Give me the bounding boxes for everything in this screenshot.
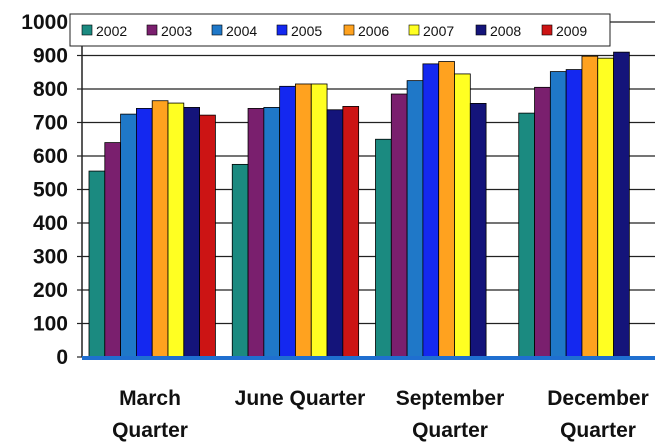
bar-2009-0: [199, 114, 216, 358]
bar-2005-0: [135, 108, 153, 358]
legend-box: [69, 13, 611, 47]
y-tick-labels: 0 100 200 300 400 500 600 700 800 900 1000: [21, 11, 68, 369]
bar-2008-1: [326, 109, 344, 358]
category-label: March: [119, 387, 181, 410]
y-tick-label: 500: [33, 179, 68, 202]
category-label: Quarter: [112, 419, 188, 442]
legend-label: 2005: [291, 23, 322, 39]
category-label: June Quarter: [235, 387, 366, 410]
legend-swatch: [211, 24, 223, 36]
legend-label: 2002: [96, 23, 127, 39]
bar-2006-1: [295, 83, 312, 358]
y-tick-label: 600: [33, 145, 68, 168]
category-label: September: [396, 387, 505, 410]
bar-2003-3: [534, 86, 551, 358]
bar-2009-1: [342, 106, 360, 358]
bar-2006-3: [581, 55, 599, 358]
legend-label: 2009: [556, 23, 587, 39]
y-tick-label: 0: [56, 346, 68, 369]
bar-2005-3: [565, 69, 583, 358]
y-tick-label: 400: [33, 212, 68, 235]
bar-2008-0: [183, 107, 201, 358]
axes: [77, 16, 655, 360]
bar-2008-2: [469, 103, 487, 358]
y-tick-label: 200: [33, 279, 68, 302]
category-labels: March Quarter June Quarter September Quarter…: [112, 387, 649, 442]
legend-label: 2003: [161, 23, 192, 39]
bar-2003-1: [247, 108, 265, 358]
category-label: Quarter: [560, 419, 636, 442]
legend-label: 2007: [423, 23, 454, 39]
x-axis-line: [82, 356, 655, 360]
bar-2006-0: [151, 100, 169, 358]
bar-2007-0: [167, 102, 185, 358]
y-tick-label: 800: [33, 78, 68, 101]
y-tick-label: 100: [33, 313, 68, 336]
bar-2005-1: [279, 85, 296, 358]
category-label: Quarter: [412, 419, 488, 442]
bar-2002-2: [375, 138, 392, 358]
bar-2004-0: [120, 113, 137, 358]
category-label: December: [547, 387, 649, 410]
y-tick-label: 900: [33, 45, 68, 68]
legend-label: 2008: [490, 23, 521, 39]
bar-2007-1: [310, 83, 328, 358]
bar-2007-2: [454, 73, 471, 358]
legend-swatch: [81, 24, 93, 36]
bars: [88, 51, 630, 358]
legend-swatch: [343, 24, 355, 36]
bar-2007-3: [597, 57, 614, 358]
legend: 2002 2003 2004 2005 2006 2007 2008 2009: [69, 13, 611, 47]
legend-swatch: [408, 24, 420, 36]
bar-2004-1: [263, 107, 281, 358]
bar-2004-2: [406, 80, 424, 358]
bar-2002-3: [518, 112, 535, 358]
y-tick-label: 300: [33, 246, 68, 269]
legend-swatch: [146, 24, 158, 36]
y-tick-label: 700: [33, 112, 68, 135]
bar-2002-1: [231, 163, 249, 358]
bar-2005-2: [422, 63, 440, 358]
bar-2003-0: [104, 142, 122, 358]
bar-2003-2: [390, 93, 408, 358]
bar-2006-2: [438, 61, 455, 358]
y-tick-label: 1000: [21, 11, 68, 34]
legend-swatch: [541, 24, 553, 36]
bar-2008-3: [613, 51, 630, 358]
legend-label: 2006: [358, 23, 389, 39]
legend-label: 2004: [226, 23, 257, 39]
bar-2002-0: [88, 170, 106, 358]
legend-swatch: [475, 24, 487, 36]
legend-swatch: [276, 24, 288, 36]
bar-2004-3: [549, 71, 567, 358]
